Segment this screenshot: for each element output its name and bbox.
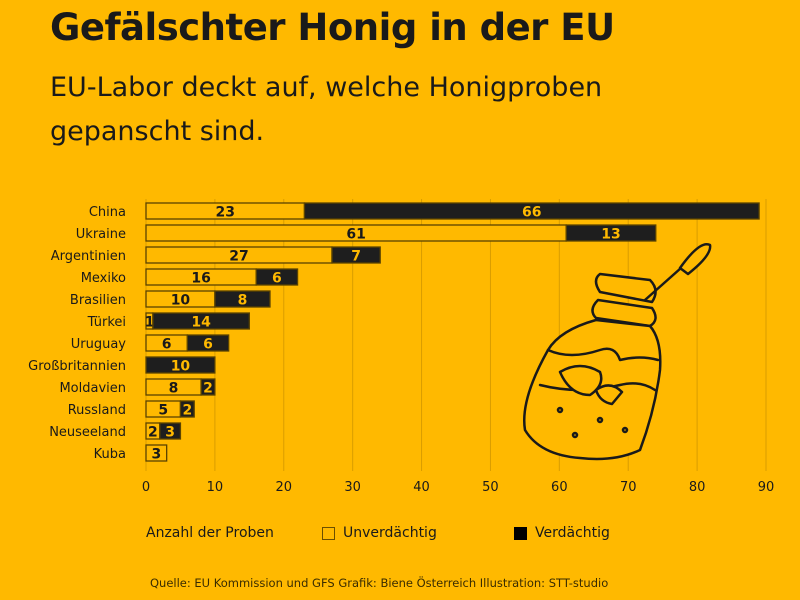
legend-label: Verdächtig	[535, 525, 610, 541]
legend-title: Anzahl der Proben	[146, 525, 274, 541]
category-label: Kuba	[94, 447, 126, 462]
category-label: Moldavien	[59, 381, 126, 396]
x-tick-label: 40	[413, 480, 430, 495]
data-label: 1	[145, 315, 155, 331]
x-tick-label: 80	[689, 480, 706, 495]
data-label: 10	[171, 293, 191, 309]
legend-title-text: Anzahl der Proben	[146, 525, 274, 541]
x-tick-label: 70	[620, 480, 637, 495]
data-label: 10	[171, 359, 191, 375]
bar-verdaechtig	[200, 378, 216, 396]
category-label: Ukraine	[76, 227, 126, 242]
data-label: 8	[169, 381, 179, 397]
bar-verdaechtig	[186, 334, 230, 352]
data-label: 8	[238, 293, 248, 309]
data-label: 61	[346, 227, 365, 243]
bar-verdaechtig	[255, 268, 299, 286]
data-label: 16	[191, 271, 210, 287]
bar-verdaechtig	[331, 246, 381, 264]
data-label: 2	[203, 381, 213, 397]
bar-verdaechtig	[565, 224, 657, 242]
legend-item-verdaechtig: Verdächtig	[514, 525, 610, 541]
honey-jar-illustration	[523, 243, 712, 461]
x-tick-label: 50	[482, 480, 499, 495]
category-label: Großbritannien	[28, 359, 126, 374]
data-label: 2	[148, 425, 158, 441]
category-label: Brasilien	[70, 293, 126, 308]
x-tick-label: 60	[551, 480, 568, 495]
category-label: Neuseeland	[49, 425, 126, 440]
x-tick-label: 20	[276, 480, 293, 495]
legend-swatch-verdaechtig	[514, 526, 527, 540]
x-tick-label: 90	[758, 480, 775, 495]
data-label: 13	[601, 227, 620, 243]
data-label: 3	[151, 447, 161, 463]
bar-verdaechtig	[303, 202, 760, 220]
legend-label: Unverdächtig	[343, 525, 437, 541]
data-label: 14	[191, 315, 211, 331]
data-label: 5	[158, 403, 168, 419]
data-label: 66	[522, 205, 541, 221]
x-tick-label: 30	[344, 480, 361, 495]
data-label: 6	[272, 271, 282, 287]
category-label: China	[89, 205, 126, 220]
source-note: Quelle: EU Kommission und GFS Grafik: Bi…	[150, 576, 609, 590]
category-label: Mexiko	[81, 271, 126, 286]
bar-verdaechtig	[159, 422, 182, 440]
legend-swatch-unverdaechtig	[322, 526, 335, 540]
category-label: Uruguay	[71, 337, 127, 352]
data-label: 6	[162, 337, 172, 353]
data-label: 23	[215, 205, 234, 221]
data-label: 7	[351, 249, 361, 265]
bar-unverdaechtig	[145, 444, 168, 462]
category-label: Argentinien	[51, 249, 126, 264]
data-label: 27	[229, 249, 248, 265]
x-tick-label: 10	[207, 480, 224, 495]
bar-verdaechtig	[145, 356, 216, 374]
bar-verdaechtig	[214, 290, 271, 308]
category-label: Russland	[68, 403, 126, 418]
page-subtitle: EU-Labor deckt auf, welche Honigproben g…	[50, 72, 603, 147]
data-label: 2	[182, 403, 192, 419]
bar-verdaechtig	[152, 312, 250, 330]
data-label: 6	[203, 337, 213, 353]
category-label: Türkei	[87, 315, 126, 330]
x-tick-label: 0	[142, 480, 150, 495]
legend-item-unverdaechtig: Unverdächtig	[322, 525, 437, 541]
bar-verdaechtig	[179, 400, 195, 418]
data-label: 3	[165, 425, 175, 441]
page-title: Gefälschter Honig in der EU	[50, 6, 615, 49]
